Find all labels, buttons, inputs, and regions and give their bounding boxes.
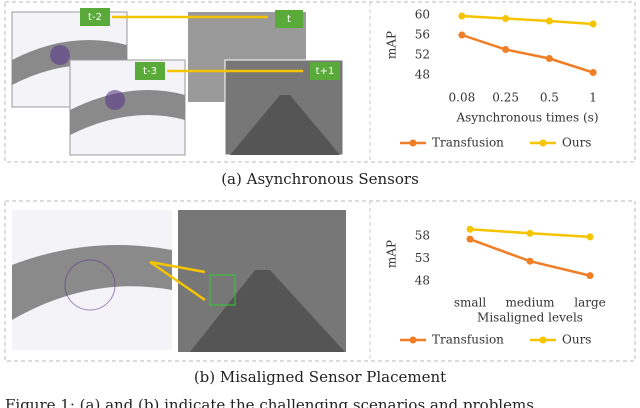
point: [526, 257, 534, 265]
caption: (a) Asynchronous Sensors: [221, 170, 419, 188]
figure-caption: Figure 1: (a) and (b) indicate the chall…: [5, 396, 534, 408]
point: [526, 229, 534, 237]
y-tick-label: 48: [415, 68, 430, 82]
road: [12, 245, 172, 320]
road: [230, 95, 340, 155]
x-axis-label: Misaligned levels: [477, 311, 583, 325]
point: [589, 20, 597, 28]
arrow: [149, 260, 206, 302]
points: [50, 45, 70, 65]
y-tick-label: 48: [415, 274, 430, 288]
point: [466, 235, 474, 243]
box: [209, 274, 236, 306]
legend-marker: [539, 139, 547, 147]
tag-bg: [135, 62, 165, 80]
road: [70, 90, 185, 135]
legend-marker: [409, 139, 417, 147]
x-axis-label: Asynchronous times (s): [455, 111, 598, 125]
x-tick-label: 0.5: [540, 91, 559, 105]
tag-bg: [310, 62, 340, 80]
road: [190, 270, 345, 352]
points: [105, 90, 125, 110]
series-line: [469, 237, 591, 277]
legend-label: Transfusion: [432, 333, 504, 347]
point: [586, 233, 594, 241]
caption: (b) Misaligned Sensor Placement: [194, 368, 446, 386]
tag-bg: [80, 8, 110, 26]
point: [545, 17, 553, 25]
tag-bg: [275, 10, 303, 28]
series-line: [461, 33, 594, 74]
x-tick-label: medium: [505, 296, 555, 310]
frame-tag: t+1: [316, 66, 335, 77]
legend-marker: [539, 336, 547, 344]
frame-tag: t: [287, 14, 291, 25]
legend-label: Ours: [562, 333, 591, 347]
point: [586, 272, 594, 280]
panel-border: [4, 200, 636, 362]
points: [64, 259, 116, 311]
legend-marker: [409, 336, 417, 344]
point: [502, 15, 510, 22]
y-tick-label: 52: [415, 48, 430, 62]
y-axis-label: mAP: [385, 240, 399, 268]
legend-label: Ours: [562, 136, 591, 150]
series-line: [461, 14, 594, 26]
y-tick-label: 60: [415, 8, 430, 22]
x-tick-label: 0.25: [492, 91, 519, 105]
arrow: [149, 260, 206, 274]
x-tick-label: 0.08: [449, 91, 476, 105]
point: [458, 12, 466, 20]
y-axis-label: mAP: [385, 31, 399, 59]
x-tick-label: large: [574, 296, 606, 310]
point: [545, 55, 553, 62]
frame-tag: t-2: [88, 12, 102, 23]
panel-border: [4, 1, 636, 163]
point: [458, 31, 466, 39]
y-tick-label: 58: [415, 229, 430, 243]
y-tick-label: 53: [415, 251, 430, 265]
legend-label: Transfusion: [432, 136, 504, 150]
y-tick-label: 56: [415, 28, 430, 42]
frame-tag: t-3: [143, 66, 157, 77]
point: [502, 46, 510, 53]
point: [466, 225, 474, 233]
point: [589, 69, 597, 76]
x-tick-label: 1: [589, 91, 597, 105]
x-tick-label: small: [454, 296, 487, 310]
